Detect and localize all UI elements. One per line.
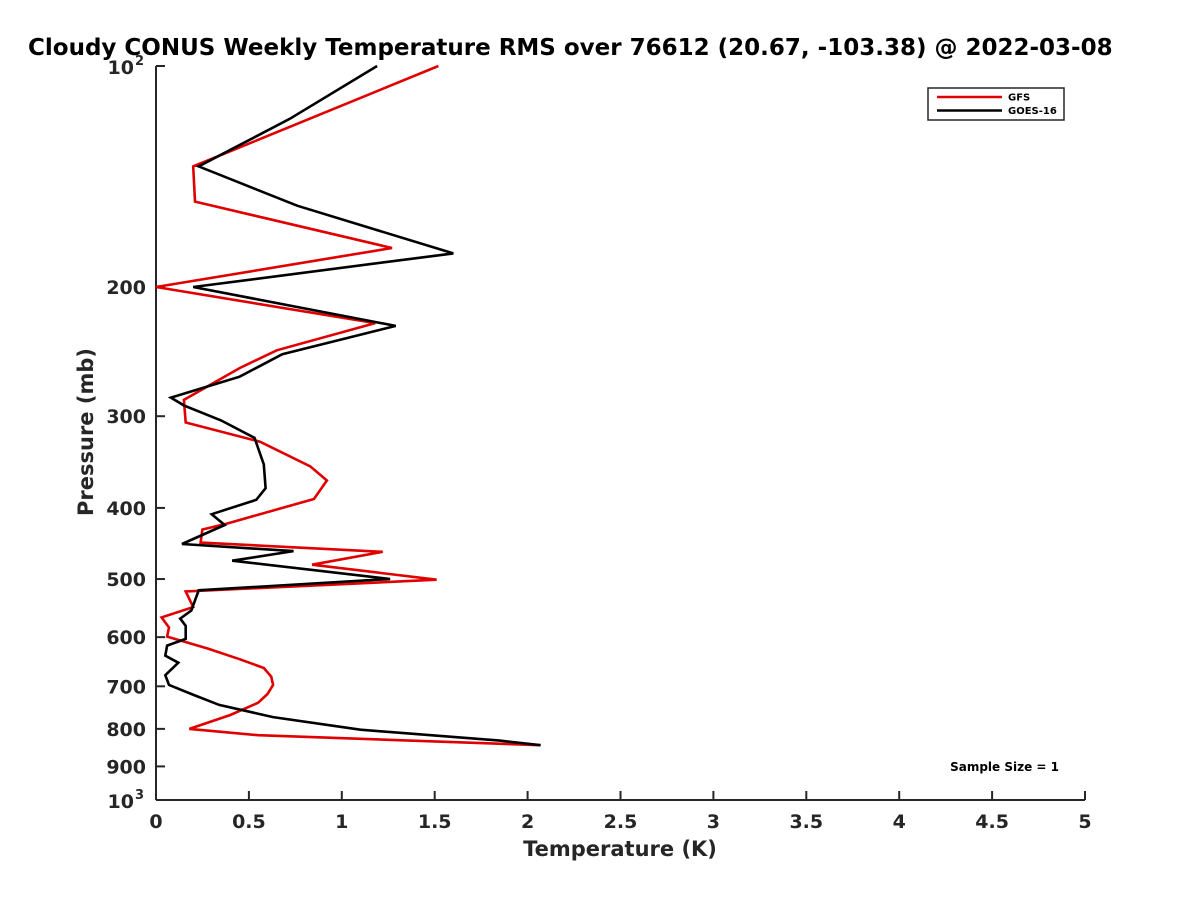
x-tick-label: 3: [707, 811, 720, 833]
x-tick-label: 5: [1078, 811, 1091, 833]
y-tick-label: 10: [108, 57, 134, 79]
x-tick-label: 2.5: [604, 811, 638, 833]
y-tick-label: 10: [108, 791, 134, 813]
x-tick-label: 1: [335, 811, 348, 833]
legend-label: GOES-16: [1008, 106, 1057, 117]
y-tick-label: 800: [106, 719, 146, 741]
y-tick-label: 400: [106, 498, 146, 520]
y-tick-label: 700: [106, 676, 146, 698]
legend-box: [927, 87, 1065, 121]
x-tick-label: 4: [893, 811, 906, 833]
x-tick-label: 0: [149, 811, 162, 833]
legend-label: GFS: [1008, 93, 1030, 104]
y-tick-label: 600: [106, 627, 146, 649]
x-tick-label: 3.5: [789, 811, 823, 833]
y-tick-exponent: 3: [135, 788, 144, 803]
y-tick-label: 500: [106, 569, 146, 591]
x-tick-label: 0.5: [232, 811, 266, 833]
series-line-goes-16: [163, 64, 541, 747]
chart-title: Cloudy CONUS Weekly Temperature RMS over…: [28, 35, 1113, 61]
y-tick-label: 300: [106, 406, 146, 428]
sample-size-note: Sample Size = 1: [950, 760, 1059, 774]
plot-area: 0 0.5 1 1.5 2 2.5 3 3.5 4 4.5 510 22003004005006007…: [106, 54, 1091, 833]
y-tick-label: 200: [106, 277, 146, 299]
x-tick-label: 1.5: [418, 811, 452, 833]
y-tick-label: 900: [106, 756, 146, 778]
x-tick-label: 2: [521, 811, 534, 833]
series-line-gfs: [155, 64, 541, 747]
legend: GFS GOES-16: [927, 87, 1065, 121]
y-axis-label: Pressure (mb): [74, 348, 98, 516]
x-tick-label: 4.5: [975, 811, 1009, 833]
y-tick-exponent: 2: [135, 54, 144, 69]
x-axis-label: Temperature (K): [523, 837, 717, 861]
